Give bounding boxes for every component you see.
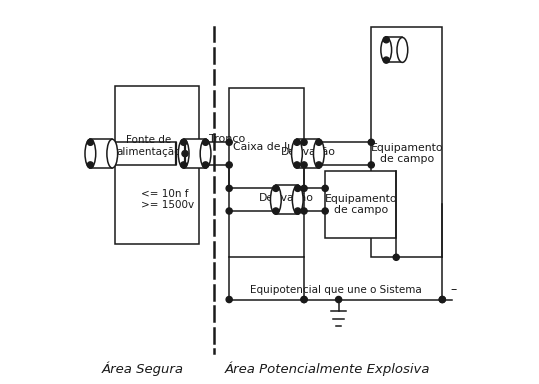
Text: Equipotencial que une o Sistema: Equipotencial que une o Sistema (250, 285, 421, 295)
Circle shape (273, 185, 279, 192)
Circle shape (301, 139, 307, 146)
Circle shape (226, 296, 232, 303)
Ellipse shape (85, 139, 96, 168)
Circle shape (368, 139, 374, 146)
Circle shape (383, 57, 389, 63)
Circle shape (182, 151, 188, 157)
Circle shape (439, 296, 445, 303)
Circle shape (322, 208, 328, 214)
Text: Equipamento
de campo: Equipamento de campo (324, 194, 397, 215)
Bar (184, 139, 205, 168)
Text: Caixa de Junção: Caixa de Junção (233, 142, 320, 152)
Circle shape (301, 162, 307, 168)
Circle shape (316, 162, 322, 168)
Text: Fonte de
alimentação: Fonte de alimentação (116, 135, 181, 157)
Circle shape (336, 296, 342, 303)
Circle shape (87, 162, 93, 168)
Circle shape (316, 139, 322, 146)
Bar (229, 88, 304, 257)
Text: <= 10n f
>= 1500v: <= 10n f >= 1500v (141, 189, 194, 210)
Circle shape (181, 139, 186, 146)
Text: Derivação: Derivação (259, 193, 314, 203)
Bar (297, 139, 319, 168)
Circle shape (301, 296, 307, 303)
Text: Tronco: Tronco (210, 134, 246, 144)
Bar (325, 171, 396, 238)
Circle shape (301, 296, 307, 303)
Circle shape (393, 254, 399, 260)
Bar (91, 139, 112, 168)
Circle shape (226, 208, 232, 214)
Circle shape (273, 208, 279, 214)
Circle shape (226, 185, 232, 192)
Ellipse shape (397, 38, 407, 63)
Text: Equipamento
de campo: Equipamento de campo (370, 143, 443, 164)
Ellipse shape (200, 139, 211, 168)
Circle shape (226, 139, 232, 146)
Circle shape (294, 139, 300, 146)
Circle shape (295, 185, 301, 192)
Ellipse shape (314, 139, 324, 168)
Circle shape (203, 139, 209, 146)
Circle shape (181, 162, 186, 168)
Circle shape (294, 162, 300, 168)
Circle shape (368, 162, 374, 168)
Circle shape (203, 162, 209, 168)
Circle shape (301, 185, 307, 192)
Text: Derivação: Derivação (280, 147, 335, 157)
Ellipse shape (271, 185, 281, 214)
Text: Área Potencialmente Explosiva: Área Potencialmente Explosiva (224, 361, 430, 376)
Ellipse shape (292, 139, 302, 168)
Text: –: – (451, 283, 457, 296)
Ellipse shape (178, 139, 189, 168)
Bar (276, 185, 298, 214)
Ellipse shape (381, 38, 392, 63)
Text: Área Segura: Área Segura (102, 361, 184, 376)
Circle shape (87, 139, 93, 146)
Circle shape (383, 37, 389, 43)
Bar (371, 27, 443, 257)
Bar (386, 37, 403, 62)
Ellipse shape (292, 185, 303, 214)
Ellipse shape (107, 139, 118, 168)
Circle shape (439, 296, 445, 303)
Bar (115, 86, 199, 244)
Circle shape (295, 208, 301, 214)
Circle shape (226, 162, 232, 168)
Circle shape (301, 208, 307, 214)
Circle shape (322, 185, 328, 192)
